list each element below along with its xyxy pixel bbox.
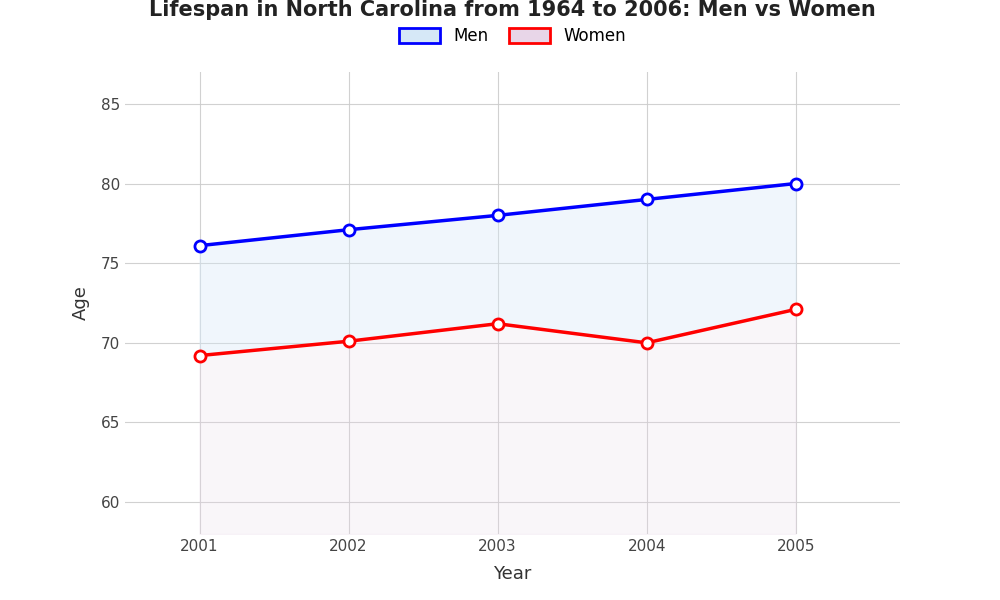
Legend: Men, Women: Men, Women [392,20,633,52]
Title: Lifespan in North Carolina from 1964 to 2006: Men vs Women: Lifespan in North Carolina from 1964 to … [149,1,876,20]
Y-axis label: Age: Age [72,286,90,320]
X-axis label: Year: Year [493,565,532,583]
